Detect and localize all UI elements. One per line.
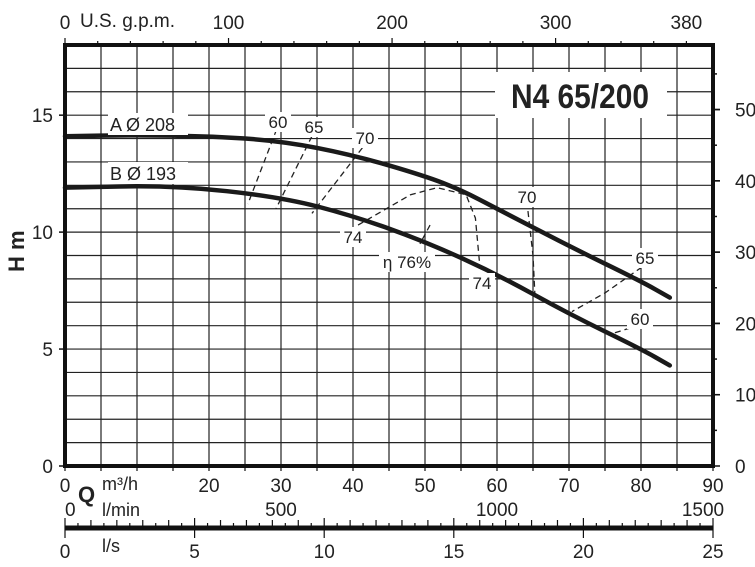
efficiency-label-bg [627, 309, 653, 329]
gpm-tick-label: 380 [671, 13, 703, 34]
efficiency-label: 74 [344, 228, 363, 247]
y2-tick-label: 20 [735, 314, 755, 335]
ls-tick-label: 25 [702, 542, 723, 563]
ls-tick-label: 5 [189, 542, 200, 563]
y2-tick-label: 30 [735, 243, 755, 264]
efficiency-curve [607, 327, 631, 336]
efficiency-label: η 76% [383, 253, 431, 272]
x-tick-label: 30 [270, 476, 291, 497]
m3h-unit-label: m³/h [102, 474, 138, 494]
efficiency-curve [419, 224, 431, 245]
y-axis-title-text: H m [4, 230, 29, 272]
series-label: A Ø 208 [110, 115, 175, 135]
efficiency-label-bg [340, 227, 366, 247]
efficiency-label: 70 [356, 129, 375, 148]
x-tick-label: 50 [414, 476, 435, 497]
efficiency-label-bg [352, 128, 378, 148]
x-tick-label: 90 [702, 476, 723, 497]
lmin-tick-label: 0 [65, 500, 76, 521]
gpm-tick-label: 0 [60, 13, 71, 34]
x-tick-label: 60 [486, 476, 507, 497]
efficiency-curve [275, 135, 313, 210]
title-bg [495, 72, 667, 118]
efficiency-curve [571, 266, 643, 313]
efficiency-label-bg [469, 273, 495, 293]
gpm-tick-label: 200 [376, 13, 408, 34]
chart-title: N4 65/200 [511, 77, 649, 115]
y-tick-label: 10 [32, 223, 53, 244]
lmin-tick-label: 1000 [476, 500, 518, 521]
y2-tick-label: 50 [735, 101, 755, 122]
y-tick-label: 5 [42, 340, 53, 361]
ls-tick-label: 15 [443, 542, 464, 563]
x-tick-label: 70 [558, 476, 579, 497]
efficiency-label-bg [301, 117, 327, 137]
lmin-tick-label: 500 [265, 500, 297, 521]
efficiency-label: 74 [473, 274, 492, 293]
x-tick-label: 20 [198, 476, 219, 497]
x-axis-title: Q [78, 482, 95, 507]
x-tick-label: 0 [60, 476, 71, 497]
series-label-bg [108, 162, 188, 184]
y2-tick-label: 10 [735, 386, 755, 407]
curve-a [62, 133, 673, 300]
lmin-tick-label: 1500 [682, 500, 724, 521]
x-tick-label: 80 [630, 476, 651, 497]
axes [59, 38, 720, 538]
ls-tick-label: 10 [314, 542, 335, 563]
efficiency-curve [311, 147, 363, 214]
y-tick-label: 0 [42, 457, 53, 478]
lmin-unit-label: l/min [102, 500, 140, 520]
gpm-tick-label: 300 [540, 13, 572, 34]
gpm-tick-label: 100 [213, 13, 245, 34]
gpm-unit-label: U.S. g.p.m. [80, 11, 175, 32]
efficiency-label: 65 [305, 118, 324, 137]
ls-unit-label: l/s [102, 536, 120, 556]
efficiency-label-bg [379, 252, 435, 272]
y2-tick-label: 40 [735, 172, 755, 193]
x-tick-label: 40 [342, 476, 363, 497]
efficiency-label: 60 [269, 113, 288, 132]
efficiency-label-bg [632, 248, 658, 268]
y-tick-label: 15 [32, 106, 53, 127]
efficiency-label-bg [514, 187, 540, 207]
efficiency-label-bg [265, 112, 291, 132]
efficiency-curve [357, 187, 481, 265]
y2-tick-label: 0 [735, 457, 746, 478]
efficiency-label: 60 [631, 310, 650, 329]
curve-b [62, 184, 673, 368]
series-label: B Ø 193 [110, 164, 176, 184]
series-label-bg [108, 113, 188, 135]
ls-tick-label: 20 [573, 542, 594, 563]
efficiency-label: 65 [636, 249, 655, 268]
y-axis-title: H m [4, 230, 29, 272]
performance-curves [62, 133, 673, 368]
efficiency-label: 70 [518, 188, 537, 207]
ls-tick-label: 0 [60, 542, 71, 563]
